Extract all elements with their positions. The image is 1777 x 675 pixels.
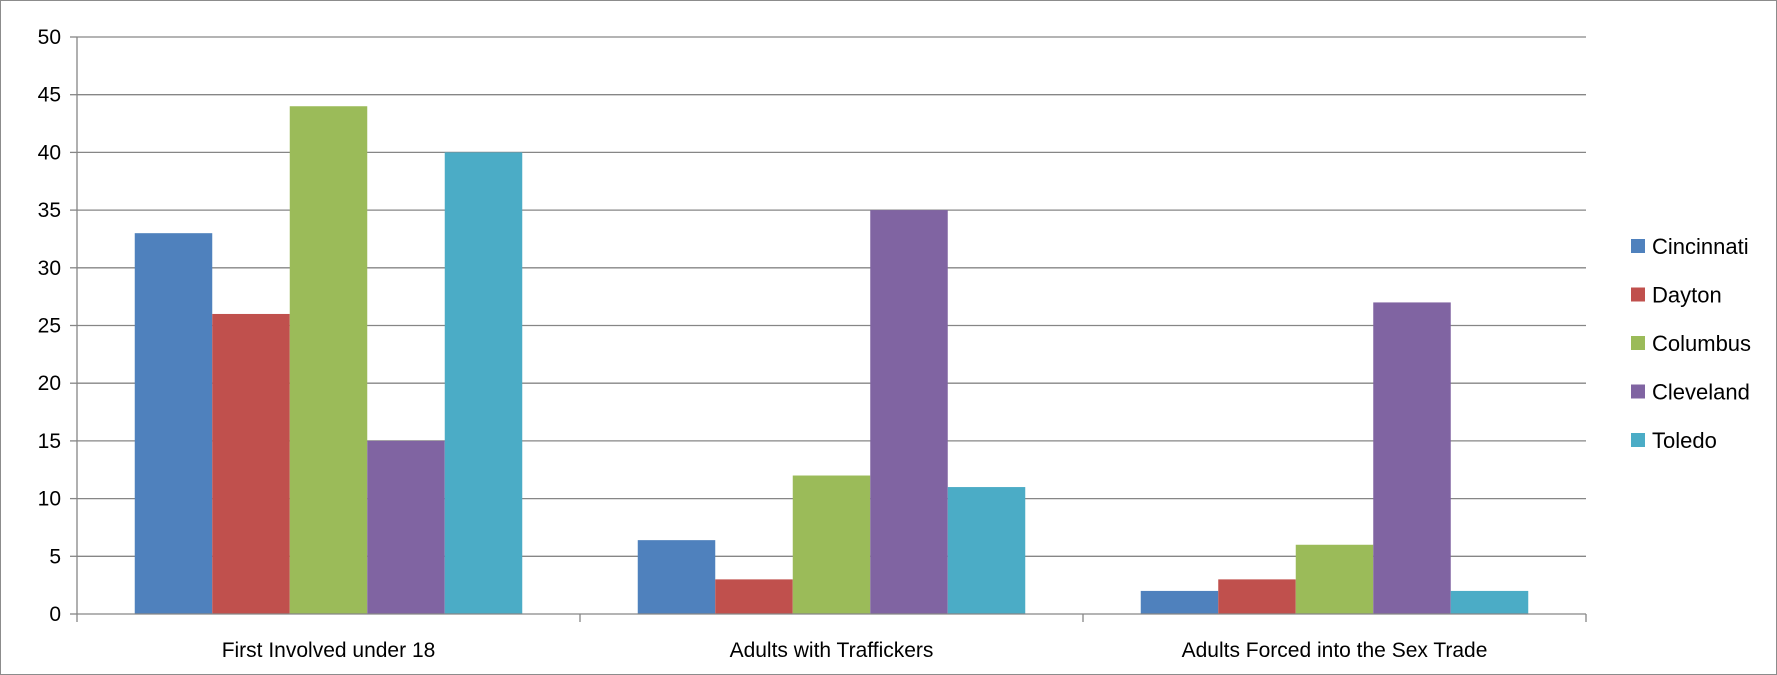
- bar-cleveland-2: [1373, 302, 1451, 614]
- legend-label: Toledo: [1652, 428, 1717, 453]
- y-tick-label: 45: [38, 84, 61, 107]
- axes: 0 5 10 15 20 25 30 35 40 45 50 First Involved under…: [38, 26, 1587, 662]
- bar-dayton-0: [212, 313, 290, 614]
- y-tick-label: 30: [38, 257, 61, 280]
- bar-cincinnati-1: [637, 540, 716, 614]
- legend-swatch: [1631, 287, 1645, 302]
- bar-cincinnati-0: [134, 233, 213, 614]
- bar-columbus-2: [1295, 544, 1374, 614]
- legend-label: Dayton: [1652, 283, 1722, 308]
- legend-swatch: [1631, 239, 1645, 253]
- bar-cincinnati-2: [1140, 590, 1219, 614]
- legend-swatch: [1631, 336, 1645, 350]
- y-tick-label: 50: [38, 26, 61, 49]
- legend-label: Columbus: [1652, 331, 1751, 356]
- bar-toledo-2: [1450, 590, 1529, 614]
- legend-swatch: [1631, 384, 1645, 399]
- y-tick-label: 10: [38, 488, 61, 511]
- legend-label: Cincinnati: [1652, 234, 1749, 259]
- x-category-label: Adults with Traffickers: [730, 639, 934, 662]
- bars: [134, 106, 1529, 615]
- legend: Cincinnati Dayton Columbus Cleveland Toledo: [1631, 234, 1751, 453]
- bar-toledo-0: [444, 152, 523, 614]
- y-tick-label: 5: [49, 545, 61, 568]
- y-tick-label: 25: [38, 315, 61, 338]
- legend-swatch: [1631, 433, 1645, 447]
- y-tick-label: 20: [38, 372, 61, 395]
- legend-label: Cleveland: [1652, 380, 1750, 405]
- bar-columbus-0: [289, 106, 368, 615]
- y-tick-label: 40: [38, 141, 61, 164]
- y-tick-label: 0: [49, 603, 61, 626]
- x-category-label: Adults Forced into the Sex Trade: [1182, 639, 1488, 662]
- bar-columbus-1: [792, 475, 871, 614]
- y-tick-label: 15: [38, 430, 61, 453]
- bar-dayton-2: [1218, 579, 1296, 614]
- x-category-label: First Involved under 18: [222, 639, 436, 662]
- bar-dayton-1: [715, 579, 793, 614]
- bar-cleveland-0: [367, 440, 445, 614]
- y-tick-label: 35: [38, 199, 61, 222]
- bar-toledo-1: [947, 487, 1026, 614]
- bar-cleveland-1: [870, 210, 948, 614]
